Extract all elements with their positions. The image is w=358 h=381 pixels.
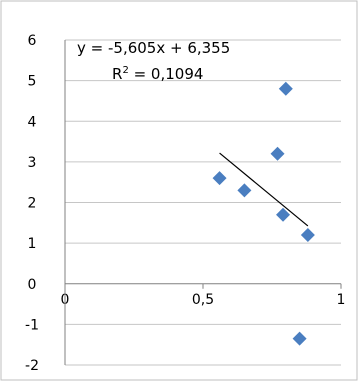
x-tick-label: 1: [337, 292, 346, 308]
trendline-equation: y = -5,605x + 6,355: [77, 39, 230, 57]
y-tick-label: 3: [28, 155, 37, 171]
r-squared-superscript: 2: [122, 65, 128, 76]
data-points: [212, 81, 315, 346]
y-tick-label: 6: [28, 33, 37, 49]
y-tick-label: 2: [28, 196, 37, 212]
x-tick-label: 0,5: [192, 292, 214, 308]
y-tick-labels: -2 -1 0 1 2 3 4 5 6: [25, 33, 39, 374]
data-point: [237, 183, 252, 198]
y-tick-label: -2: [25, 358, 39, 374]
data-point: [212, 171, 227, 186]
r-squared-value: = 0,1094: [129, 65, 204, 83]
r-squared-label: R2 = 0,1094: [112, 65, 203, 83]
data-point: [292, 331, 307, 346]
y-tick-label: 0: [28, 277, 37, 293]
gridlines: [65, 39, 341, 366]
r-squared-letter: R: [112, 65, 122, 83]
trendline: [219, 152, 309, 227]
y-tick-label: 5: [28, 74, 37, 90]
y-tick-label: -1: [25, 317, 39, 333]
data-point: [276, 207, 291, 222]
y-tick-label: 1: [28, 236, 37, 252]
data-point: [278, 81, 293, 96]
y-tick-label: 4: [28, 114, 37, 130]
data-point: [270, 146, 285, 161]
data-point: [300, 228, 315, 242]
